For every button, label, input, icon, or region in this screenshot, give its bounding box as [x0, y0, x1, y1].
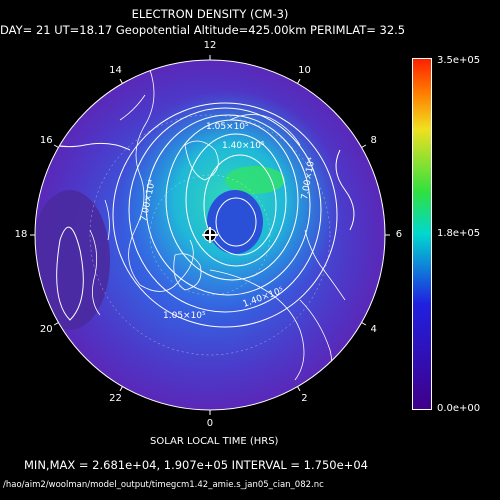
- local-time-tick: [297, 78, 301, 84]
- center-low-region: [207, 190, 263, 254]
- pole-marker: [202, 227, 218, 243]
- colorbar-mid-label: 1.8e+05: [437, 228, 481, 239]
- local-time-tick: [53, 322, 59, 326]
- contour-lines: [39, 102, 355, 328]
- local-time-label: 6: [395, 229, 403, 240]
- local-time-label: 0: [206, 418, 214, 429]
- x-axis-label: SOLAR LOCAL TIME (HRS): [150, 436, 279, 447]
- minmax-readout: MIN,MAX = 2.681e+04, 1.907e+05 INTERVAL …: [24, 458, 368, 472]
- green-peak: [225, 166, 285, 194]
- contour-label: 1.40×10⁵: [222, 141, 265, 151]
- latitude-grid: [89, 114, 331, 356]
- local-time-tick: [119, 78, 123, 84]
- local-time-label: 22: [109, 392, 122, 404]
- chart-subtitle: DAY= 21 UT=18.17 Geopotential Altitude=4…: [0, 23, 406, 37]
- chart-title: ELECTRON DENSITY (CM-3): [131, 7, 289, 21]
- file-path: /hao/aim2/woolman/model_output/timegcm1.…: [3, 480, 324, 490]
- local-time-ticks: [30, 55, 390, 415]
- local-time-tick: [119, 386, 123, 392]
- local-time-label: 16: [39, 134, 53, 146]
- local-time-tick: [361, 144, 367, 148]
- local-time-tick: [361, 322, 367, 326]
- contour-label: 1.05×10⁵: [206, 122, 249, 132]
- local-time-label: 8: [370, 134, 377, 146]
- dusk-low-region: [35, 190, 110, 330]
- local-time-label: 12: [203, 40, 217, 51]
- local-time-label: 4: [370, 323, 377, 335]
- local-time-label: 2: [301, 392, 308, 404]
- colorbar: [412, 58, 432, 410]
- local-time-label: 14: [109, 65, 122, 77]
- local-time-label: 18: [14, 229, 28, 240]
- colorbar-min-label: 0.0e+00: [437, 403, 481, 414]
- local-time-tick: [297, 386, 301, 392]
- colorbar-max-label: 3.5e+05: [437, 55, 481, 66]
- contour-label: 1.05×10⁵: [163, 311, 206, 321]
- local-time-tick: [53, 144, 59, 148]
- local-time-label: 20: [39, 323, 53, 335]
- local-time-label: 10: [298, 65, 311, 77]
